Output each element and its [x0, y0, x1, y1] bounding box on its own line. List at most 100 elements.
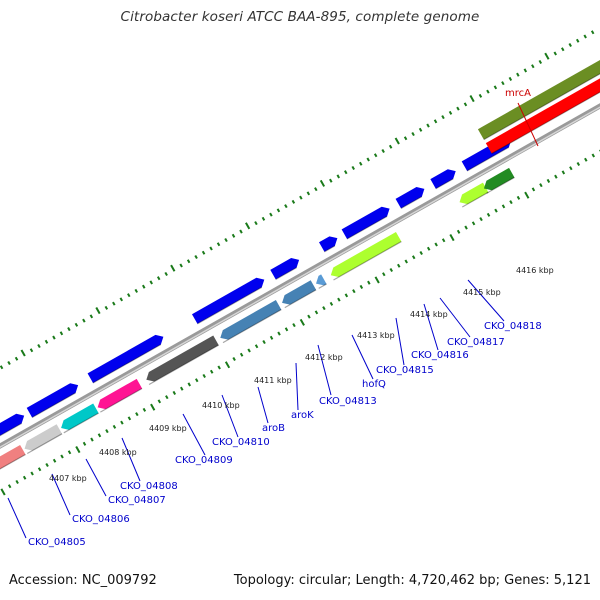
backbone-line	[0, 103, 600, 449]
inner-tick	[546, 178, 551, 183]
inner-tick	[284, 327, 289, 332]
leader-line-8	[317, 344, 332, 396]
leader-line-3	[121, 437, 141, 482]
inner-tick	[591, 153, 596, 158]
gene-label-3: CKO_04808	[120, 481, 178, 492]
inner-tick	[479, 217, 483, 222]
inner-tick	[344, 293, 349, 298]
position-tick-labels: 4407 kbp 4408 kbp 4409 kbp 4410 kbp 4411 kbp…	[49, 266, 554, 483]
gene-arrow-outer-3-shade	[197, 286, 263, 325]
inner-tick	[277, 331, 281, 336]
outer-tick	[254, 221, 258, 226]
leader-line-7	[295, 362, 299, 411]
gene-arrow-outer-0	[0, 413, 25, 436]
outer-tick	[463, 102, 468, 107]
inner-tick	[112, 424, 117, 429]
outer-tick	[486, 89, 490, 94]
outer-tick	[170, 264, 176, 272]
tick-label-9: 4416 kbp	[516, 266, 554, 275]
cds-lime-2	[459, 182, 489, 205]
leader-line-14	[517, 102, 539, 147]
inner-tick	[441, 238, 446, 243]
cds-dark-gray-shade	[148, 344, 219, 386]
inner-tick	[426, 246, 431, 251]
backbone-highlight	[0, 106, 600, 449]
gene-arrow-outer-4	[270, 258, 300, 280]
inner-tick	[516, 195, 521, 200]
inner-tick	[456, 229, 461, 234]
leader-line-11	[423, 303, 439, 351]
leader-line-6	[257, 386, 269, 424]
inner-tick	[434, 242, 438, 247]
outer-tick	[284, 204, 288, 209]
mrca-gene-shade	[483, 73, 600, 141]
inner-tick	[561, 170, 566, 175]
inner-tick	[486, 212, 491, 217]
gene-label-6: aroB	[262, 423, 285, 434]
inner-tick	[127, 416, 132, 421]
outer-tick	[7, 360, 11, 366]
inner-tick	[524, 191, 530, 199]
outer-tick	[299, 195, 303, 200]
outer-tick	[261, 216, 266, 221]
outer-tick	[164, 271, 168, 276]
outer-tick	[501, 81, 505, 86]
outer-tick	[478, 93, 483, 98]
cds-light-gray-shade	[26, 433, 63, 455]
inner-tick	[314, 310, 319, 315]
inner-tick	[531, 187, 536, 192]
inner-tick	[75, 446, 81, 454]
leader-line-4	[182, 413, 206, 456]
inner-tick	[554, 174, 558, 179]
inner-tick	[397, 263, 401, 268]
outer-tick	[418, 127, 423, 132]
gene-label-10: CKO_04815	[376, 365, 434, 376]
inner-tick	[449, 234, 455, 242]
inner-tick	[419, 250, 423, 256]
mrca-cds-shade	[491, 91, 600, 155]
outer-tick	[523, 68, 528, 73]
inner-tick	[239, 352, 244, 357]
tick-label-5: 4412 kbp	[305, 353, 343, 362]
inner-tick	[202, 373, 206, 378]
tick-label-4: 4411 kbp	[254, 376, 292, 385]
outer-tick	[89, 314, 94, 319]
outer-tick	[388, 144, 393, 149]
gene-label-5: CKO_04810	[212, 437, 270, 448]
gene-arrow-outer-6	[341, 206, 390, 239]
leader-line-1	[51, 473, 71, 516]
outer-tick	[186, 259, 191, 264]
outer-tick	[469, 95, 475, 103]
mrca-gene	[477, 60, 600, 140]
outer-tick	[95, 307, 101, 315]
tick-label-1: 4408 kbp	[99, 448, 137, 457]
tick-label-7: 4414 kbp	[410, 310, 448, 319]
inner-tick	[292, 323, 296, 328]
leader-line-13	[467, 279, 505, 322]
inner-tick	[322, 306, 326, 311]
gene-label-4: CKO_04809	[175, 455, 233, 466]
outer-tick	[411, 132, 415, 137]
outer-tick	[194, 254, 198, 260]
inner-tick	[382, 272, 386, 277]
outer-tick	[179, 263, 183, 268]
inner-tick	[7, 484, 12, 489]
gene-label-12: CKO_04817	[447, 337, 505, 348]
gene-arrow-outer-1	[26, 383, 79, 418]
outer-tick	[433, 119, 438, 124]
inner-tick	[464, 225, 468, 230]
gene-arrow-outer-7	[395, 187, 425, 209]
inner-tick	[224, 361, 231, 369]
outer-tick	[306, 191, 311, 196]
genome-summary-text: Topology: circular; Length: 4,720,462 bp…	[233, 573, 591, 588]
outer-tick	[0, 365, 4, 370]
tick-label-2: 4409 kbp	[149, 424, 187, 433]
cds-cyan-shade	[63, 412, 99, 434]
map-title: Citrobacter koseri ATCC BAA-895, complet…	[120, 9, 480, 25]
outer-tick	[344, 170, 348, 175]
outer-tick	[209, 246, 213, 251]
outer-tick	[239, 229, 243, 234]
cds-pink	[0, 444, 26, 469]
outer-tick	[366, 157, 370, 162]
cds-light-gray	[24, 424, 63, 451]
